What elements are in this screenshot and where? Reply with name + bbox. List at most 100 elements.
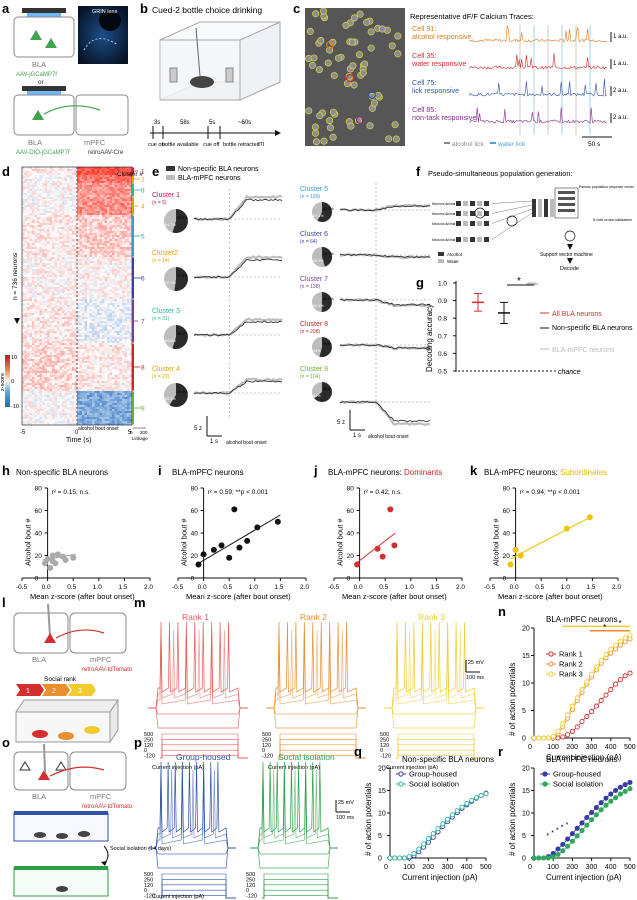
heatmap-cell: [34, 359, 38, 362]
heatmap-cell: [34, 317, 38, 320]
heatmap-cell: [32, 247, 35, 250]
heatmap-cell: [77, 233, 80, 236]
heatmap-cell: [42, 213, 45, 216]
heatmap-cell: [99, 341, 103, 344]
heatmap-cell: [29, 275, 33, 278]
heatmap-cell: [97, 301, 100, 304]
heatmap-cell: [34, 195, 38, 198]
heatmap-cell: [107, 319, 110, 322]
heatmap-cell: [122, 325, 125, 328]
heatmap-cell: [84, 373, 88, 376]
heatmap-cell: [92, 285, 95, 288]
heatmap-cell: [84, 251, 88, 254]
heatmap-cell: [92, 195, 95, 198]
cell-roi: [349, 62, 357, 70]
heatmap-cell: [64, 285, 68, 288]
heatmap-cell: [124, 365, 128, 368]
heatmap-cell: [87, 221, 90, 224]
heatmap-cell: [109, 351, 113, 354]
heatmap-cell: [114, 183, 118, 186]
heatmap-cell: [89, 315, 93, 318]
heatmap-cell: [119, 361, 123, 364]
heatmap-cell: [122, 291, 125, 294]
heatmap-cell: [114, 215, 118, 218]
heatmap-cell: [122, 231, 125, 234]
heatmap-cell: [99, 289, 103, 292]
heatmap-cell: [29, 289, 33, 292]
heatmap-cell: [42, 207, 45, 210]
heatmap-cell: [69, 175, 73, 178]
retro-label: retroAAV-Cre: [88, 150, 124, 156]
heatmap-cell: [42, 263, 45, 266]
heatmap-cell: [109, 195, 113, 198]
heatmap-cell: [109, 275, 113, 278]
heatmap-cell: [52, 183, 55, 186]
cell-response: lick responsive: [412, 86, 459, 95]
heatmap-cell: [57, 255, 60, 258]
heatmap-cell: [119, 255, 123, 258]
heatmap-cell: [127, 339, 130, 342]
heatmap-cell: [112, 371, 115, 374]
heatmap-cell: [97, 197, 100, 200]
heatmap-cell: [89, 337, 93, 340]
heatmap-cell: [114, 369, 118, 372]
heatmap-cell: [72, 365, 75, 368]
heatmap-cell: [22, 333, 25, 336]
heatmap-cell: [97, 169, 100, 172]
heatmap-cell: [29, 383, 33, 386]
heatmap-cell: [119, 305, 123, 308]
heatmap-cell: [109, 201, 113, 204]
heatmap-cell: [42, 325, 45, 328]
heatmap-cell: [47, 381, 50, 384]
heatmap-cell: [127, 245, 130, 248]
heatmap-cell: [102, 337, 105, 340]
heatmap-cell: [114, 309, 118, 312]
heatmap-cell: [47, 231, 50, 234]
heatmap-cell: [74, 195, 78, 198]
heatmap-cell: [129, 317, 133, 320]
heatmap-cell: [29, 303, 33, 306]
heatmap-cell: [34, 245, 38, 248]
heatmap-cell: [77, 259, 80, 262]
heatmap-cell: [44, 247, 48, 250]
heatmap-cell: [77, 197, 80, 200]
heatmap-cell: [84, 171, 88, 174]
heatmap-cell: [37, 203, 40, 206]
heatmap-cell: [129, 211, 133, 214]
heatmap-cell: [44, 379, 48, 382]
heatmap-cell: [117, 329, 120, 332]
heatmap-cell: [94, 171, 98, 174]
heatmap-cell: [124, 377, 128, 380]
heatmap-cell: [127, 177, 130, 180]
heatmap-cell: [124, 229, 128, 232]
heatmap-cell: [37, 261, 40, 264]
heatmap-cell: [104, 197, 108, 200]
heatmap-cell: [49, 213, 53, 216]
heatmap-cell: [87, 341, 90, 344]
heatmap-cell: [44, 287, 48, 290]
heatmap-cell: [44, 197, 48, 200]
heatmap-cell: [92, 215, 95, 218]
heatmap-cell: [69, 325, 73, 328]
heatmap-cell: [47, 281, 50, 284]
heatmap-cell: [64, 373, 68, 376]
heatmap-cell: [99, 253, 103, 256]
heatmap-cell: [97, 349, 100, 352]
heatmap-cell: [57, 251, 60, 254]
heatmap-cell: [119, 329, 123, 332]
heatmap-cell: [47, 241, 50, 244]
heatmap-cell: [59, 203, 63, 206]
heatmap-cell: [124, 315, 128, 318]
heatmap-cell: [94, 323, 98, 326]
heatmap-cell: [54, 351, 58, 354]
heatmap-cell: [84, 241, 88, 244]
heatmap-cell: [82, 239, 85, 242]
heatmap-cell: [69, 249, 73, 252]
heatmap-cell: [44, 259, 48, 262]
heatmap-cell: [117, 347, 120, 350]
heatmap-cell: [122, 175, 125, 178]
heatmap-cell: [107, 199, 110, 202]
heatmap-cell: [92, 315, 95, 318]
heatmap-cell: [122, 347, 125, 350]
heatmap-cell: [124, 379, 128, 382]
